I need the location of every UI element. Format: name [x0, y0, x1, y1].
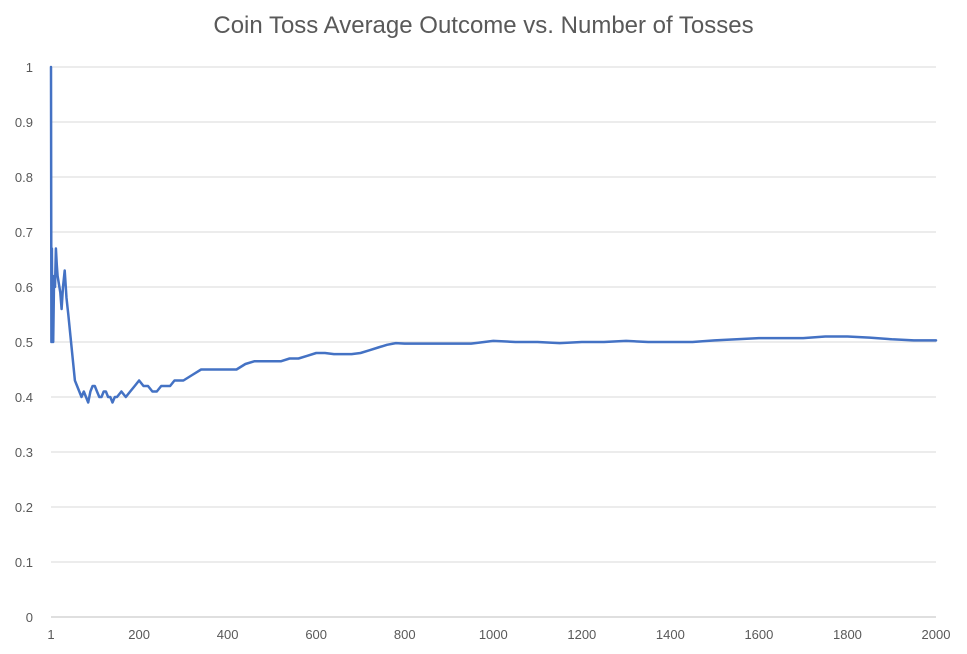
- x-tick-label: 2000: [922, 627, 951, 642]
- x-tick-label: 1: [47, 627, 54, 642]
- y-tick-label: 0.2: [15, 500, 33, 515]
- x-tick-label: 1200: [567, 627, 596, 642]
- chart-title: Coin Toss Average Outcome vs. Number of …: [213, 12, 754, 39]
- y-tick-label: 0.7: [15, 225, 33, 240]
- x-tick-label: 800: [394, 627, 416, 642]
- x-tick-label: 1400: [656, 627, 685, 642]
- x-tick-label: 400: [217, 627, 239, 642]
- y-tick-label: 0.8: [15, 170, 33, 185]
- x-tick-label: 1800: [833, 627, 862, 642]
- y-tick-label: 0.1: [15, 555, 33, 570]
- x-tick-label: 200: [128, 627, 150, 642]
- x-tick-label: 1000: [479, 627, 508, 642]
- x-tick-label: 1600: [744, 627, 773, 642]
- y-tick-label: 0.9: [15, 115, 33, 130]
- series-line: [49, 65, 938, 404]
- y-tick-label: 0.4: [15, 390, 33, 405]
- x-tick-label: 600: [305, 627, 327, 642]
- y-tick-label: 1: [26, 60, 33, 75]
- y-tick-label: 0: [26, 610, 33, 625]
- y-tick-label: 0.5: [15, 335, 33, 350]
- y-tick-label: 0.6: [15, 280, 33, 295]
- y-tick-label: 0.3: [15, 445, 33, 460]
